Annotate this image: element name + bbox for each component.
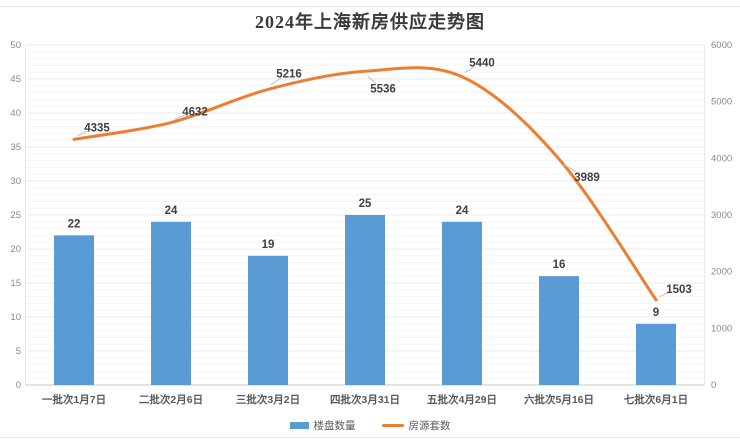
left-axis-tick-label: 45: [10, 74, 21, 85]
category-label: 五批次4月29日: [427, 393, 497, 406]
bar-data-label: 19: [262, 239, 275, 251]
bar: [636, 323, 676, 385]
right-axis-tick-label: 5000: [711, 97, 732, 108]
label-leader-line: [659, 291, 671, 297]
legend: 楼盘数量 房源套数: [0, 416, 740, 434]
left-axis-tick-label: 5: [16, 346, 21, 357]
line-data-label: 5536: [370, 83, 396, 95]
bar: [54, 235, 94, 385]
right-axis-tick-label: 3000: [711, 210, 732, 221]
bar-data-label: 25: [359, 198, 372, 210]
right-axis-tick-label: 6000: [711, 40, 732, 51]
category-label: 二批次2月6日: [139, 393, 203, 406]
line-series-swatch: [381, 423, 404, 427]
category-label: 四批次3月31日: [330, 393, 400, 406]
left-axis-tick-label: 15: [10, 278, 21, 289]
line-data-label: 3989: [574, 172, 600, 184]
bar: [345, 215, 385, 385]
legend-item-bar-series: 楼盘数量: [289, 418, 356, 433]
label-leader-line: [464, 66, 475, 73]
left-axis-tick-label: 25: [10, 210, 21, 221]
chart-title: 2024年上海新房供应走势图: [255, 12, 485, 32]
bar-data-label: 16: [553, 259, 566, 271]
category-label: 七批次6月1日: [624, 393, 688, 406]
right-axis-tick-label: 2000: [711, 267, 732, 278]
right-axis-tick-label: 1000: [711, 323, 732, 334]
legend-label-line-series: 房源套数: [408, 419, 451, 432]
line-data-label: 4335: [84, 122, 110, 134]
left-axis-tick-label: 40: [10, 108, 21, 119]
left-axis-tick-label: 10: [10, 312, 21, 323]
line-data-label: 1503: [666, 284, 692, 296]
bar: [248, 255, 288, 385]
legend-label-bar-series: 楼盘数量: [313, 419, 356, 432]
chart-svg: 0 5 10 15 20 25 30 35 40 45 50 0 1000 2000 3000 4000 500…: [10, 40, 732, 406]
left-axis-tick-label: 0: [16, 380, 21, 391]
right-axis-tick-label: 0: [711, 380, 716, 391]
bar-data-label: 24: [165, 205, 178, 217]
line-data-label: 4632: [182, 107, 208, 119]
top-divider: [0, 6, 740, 7]
bar: [539, 276, 579, 385]
legend-item-line-series: 房源套数: [381, 418, 451, 433]
bar-series-swatch: [289, 421, 309, 429]
label-leader-line: [270, 77, 282, 86]
line-data-label: 5216: [276, 68, 302, 80]
left-axis-tick-label: 35: [10, 142, 21, 153]
bar-data-label: 22: [68, 218, 81, 230]
left-axis-tick-label: 50: [10, 40, 21, 51]
category-label: 六批次5月16日: [524, 393, 594, 406]
bar-data-label: 24: [456, 205, 469, 217]
bar-data-label: 9: [653, 307, 659, 319]
label-leader-line: [367, 76, 377, 84]
bar: [442, 221, 482, 385]
label-leader-line: [174, 114, 187, 120]
bottom-divider: [0, 437, 740, 438]
line-path: [72, 66, 658, 302]
bar: [151, 221, 191, 385]
line-data-label: 5440: [469, 58, 495, 70]
right-axis-tick-label: 4000: [711, 153, 732, 164]
label-leader-line: [77, 130, 89, 137]
category-label: 一批次1月7日: [42, 393, 106, 406]
left-axis-tick-label: 20: [10, 244, 21, 255]
category-label: 三批次3月2日: [236, 393, 300, 406]
label-leader-line: [562, 163, 577, 173]
left-axis-tick-label: 30: [10, 176, 21, 187]
